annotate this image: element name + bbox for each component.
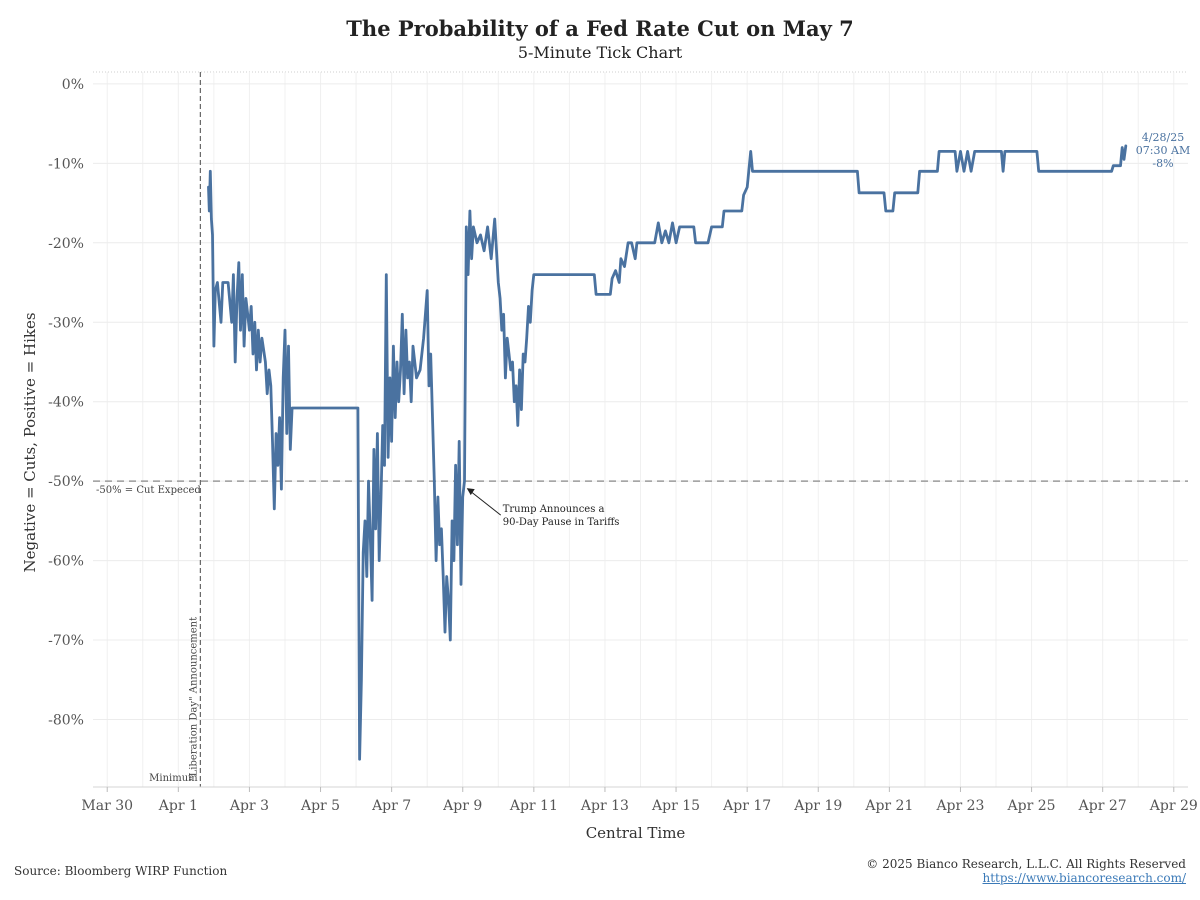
y-tick-label: -70% [48,633,84,649]
cut-expected-label: -50% = Cut Expeced [96,485,201,496]
axis-layer: 0% -10% -20% -30% -40% -50% -60% -70% -80% Mar 30… [21,77,1198,842]
grid-layer [93,71,1188,787]
x-tick-label: Apr 27 [1078,798,1127,814]
series-line [207,144,1128,761]
y-tick-label: -80% [48,712,84,728]
series-layer [207,144,1128,761]
last-value-time: 07:30 AM [1136,144,1190,157]
x-tick-label: Apr 11 [509,798,558,814]
tariff-pause-arrow [467,488,502,516]
website-link[interactable]: https://www.biancoresearch.com/ [982,871,1186,885]
y-tick-label: -30% [48,315,84,331]
y-tick-label: -10% [48,156,84,172]
x-axis-title: Central Time [586,824,686,842]
y-axis-title: Negative = Cuts, Positive = Hikes [21,312,39,572]
tariff-pause-label-line2: 90-Day Pause in Tariffs [503,517,620,528]
chart-title: The Probability of a Fed Rate Cut on May… [346,16,854,41]
source-note: Source: Bloomberg WIRP Function [14,864,228,878]
x-tick-label: Apr 5 [300,798,340,814]
x-tick-label: Apr 3 [229,798,269,814]
x-tick-label: Apr 15 [651,798,700,814]
y-tick-label: -50% [48,474,84,490]
last-value-pct: -8% [1152,157,1173,170]
x-tick-label: Apr 29 [1149,798,1198,814]
x-tick-label: Apr 13 [580,798,629,814]
x-tick-label: Apr 1 [158,798,198,814]
chart-subtitle: 5-Minute Tick Chart [517,43,683,62]
minimum-label: Minimum [149,773,198,784]
x-tick-label: Apr 19 [793,798,842,814]
last-value-date: 4/28/25 [1142,131,1184,144]
y-tick-label: -60% [48,554,84,570]
x-tick-label: Apr 23 [935,798,984,814]
y-tick-label: 0% [62,77,84,93]
x-tick-label: Apr 25 [1007,798,1056,814]
tariff-pause-label-line1: Trump Announces a [503,504,605,515]
tariff-pause-arrowhead [466,488,475,496]
x-tick-label: Apr 7 [371,798,411,814]
x-tick-label: Apr 21 [864,798,913,814]
liberation-day-label: "Liberation Day" Announcement [188,617,199,781]
y-tick-label: -40% [48,395,84,411]
y-tick-label: -20% [48,236,84,252]
x-tick-label: Apr 17 [722,798,771,814]
copyright-note: © 2025 Bianco Research, L.L.C. All Right… [866,857,1186,871]
x-tick-label: Mar 30 [81,798,133,814]
x-tick-label: Apr 9 [442,798,482,814]
annotation-layer: Minimum Trump Announces a 90-Day Pause in … [149,131,1190,784]
